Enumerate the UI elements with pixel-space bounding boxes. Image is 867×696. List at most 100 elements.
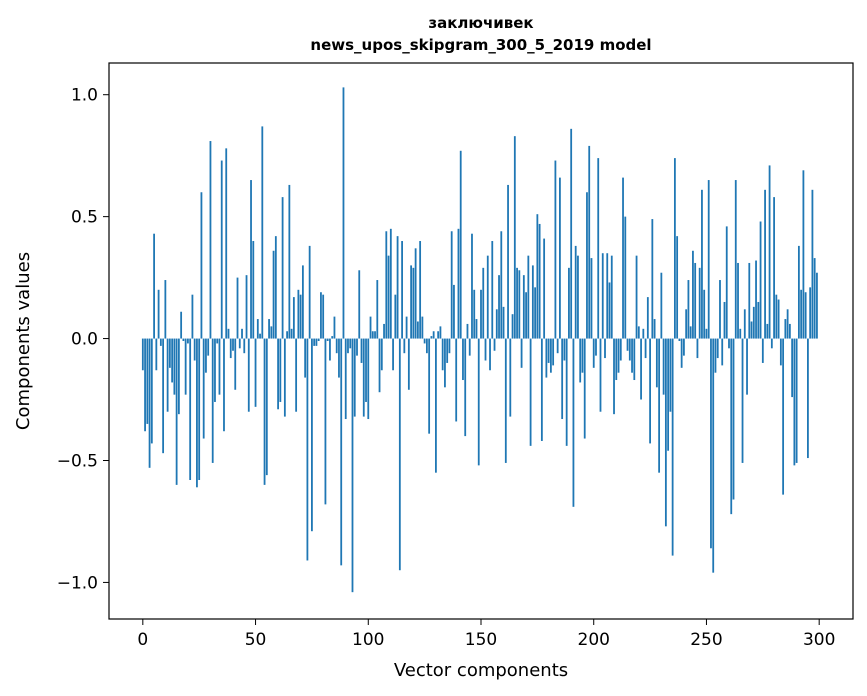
- bar: [383, 323, 385, 339]
- bar: [401, 241, 403, 339]
- bar: [274, 236, 277, 339]
- bar: [549, 338, 552, 373]
- bar: [464, 338, 467, 437]
- bar: [626, 338, 629, 351]
- bar: [608, 282, 611, 339]
- bar: [184, 338, 187, 395]
- bars-group: [141, 87, 818, 593]
- bar: [734, 180, 737, 339]
- bar: [421, 316, 424, 339]
- bar: [522, 275, 525, 339]
- bar: [581, 338, 584, 373]
- bar: [755, 260, 757, 339]
- bar: [450, 231, 453, 339]
- bar: [403, 338, 406, 354]
- bar: [703, 289, 706, 339]
- bar: [457, 228, 460, 339]
- bar: [786, 309, 789, 339]
- bar: [407, 338, 410, 390]
- bar: [205, 338, 207, 373]
- bar: [356, 338, 358, 356]
- bar: [342, 87, 345, 339]
- bar: [153, 233, 155, 339]
- y-tick-label: 1.0: [71, 86, 98, 106]
- bar: [268, 319, 270, 339]
- bar: [243, 338, 246, 354]
- bar: [513, 136, 516, 339]
- y-tick-label: 0.5: [71, 208, 98, 228]
- x-tick-label: 0: [137, 630, 148, 650]
- bar: [676, 236, 679, 339]
- bar: [680, 338, 683, 368]
- bar: [437, 331, 440, 339]
- bar: [414, 248, 417, 339]
- bar: [387, 255, 390, 339]
- bar: [389, 228, 392, 339]
- bar: [439, 326, 442, 339]
- bar: [432, 331, 435, 339]
- bar: [570, 128, 573, 339]
- bar: [182, 338, 185, 341]
- bar: [455, 338, 458, 422]
- plot-frame: [108, 62, 854, 620]
- bar: [270, 326, 273, 339]
- bar: [419, 241, 422, 339]
- bar: [198, 338, 201, 480]
- bar: [150, 338, 153, 444]
- bar: [590, 258, 593, 339]
- bar: [633, 338, 636, 381]
- bar: [333, 316, 336, 339]
- bar: [259, 333, 261, 339]
- bar: [669, 338, 672, 412]
- bar: [423, 338, 426, 344]
- bar: [504, 338, 507, 463]
- bar: [797, 245, 800, 339]
- bar: [698, 267, 701, 339]
- bar: [349, 338, 352, 349]
- bar: [299, 294, 302, 339]
- bar: [502, 306, 505, 339]
- bar: [604, 338, 606, 359]
- bar: [534, 287, 537, 339]
- bar: [631, 338, 633, 373]
- bar: [218, 338, 221, 395]
- bar: [475, 319, 478, 339]
- bar: [520, 338, 523, 368]
- bar: [592, 338, 595, 368]
- bar: [405, 316, 408, 339]
- bar: [392, 338, 394, 371]
- bar: [628, 338, 631, 361]
- bar: [547, 338, 550, 363]
- bar: [362, 338, 365, 417]
- bar: [322, 294, 325, 339]
- bar: [678, 338, 681, 341]
- bar: [252, 241, 255, 339]
- bar: [759, 221, 762, 339]
- bar: [500, 231, 503, 339]
- bar: [462, 338, 464, 381]
- bar: [448, 338, 451, 354]
- y-axis-label: Components values: [13, 252, 34, 430]
- bar: [617, 338, 620, 373]
- bar: [412, 267, 415, 339]
- bar: [511, 314, 514, 339]
- bar: [531, 265, 534, 339]
- bar: [168, 338, 171, 368]
- bar: [586, 192, 588, 339]
- bar: [538, 223, 541, 339]
- bar: [428, 338, 431, 434]
- bar: [572, 338, 575, 507]
- bar: [290, 328, 293, 339]
- bar: [687, 280, 690, 339]
- bar: [236, 277, 239, 339]
- bar: [635, 255, 638, 339]
- bar: [737, 262, 739, 339]
- bar: [807, 338, 809, 459]
- bar: [254, 338, 257, 407]
- bar: [320, 292, 322, 339]
- y-axis-ticks: 1.0 0.5 0.0 −0.5 −1.0: [57, 86, 109, 593]
- bar: [331, 336, 334, 339]
- bar: [351, 338, 354, 593]
- bar: [261, 126, 264, 339]
- bar: [646, 297, 649, 339]
